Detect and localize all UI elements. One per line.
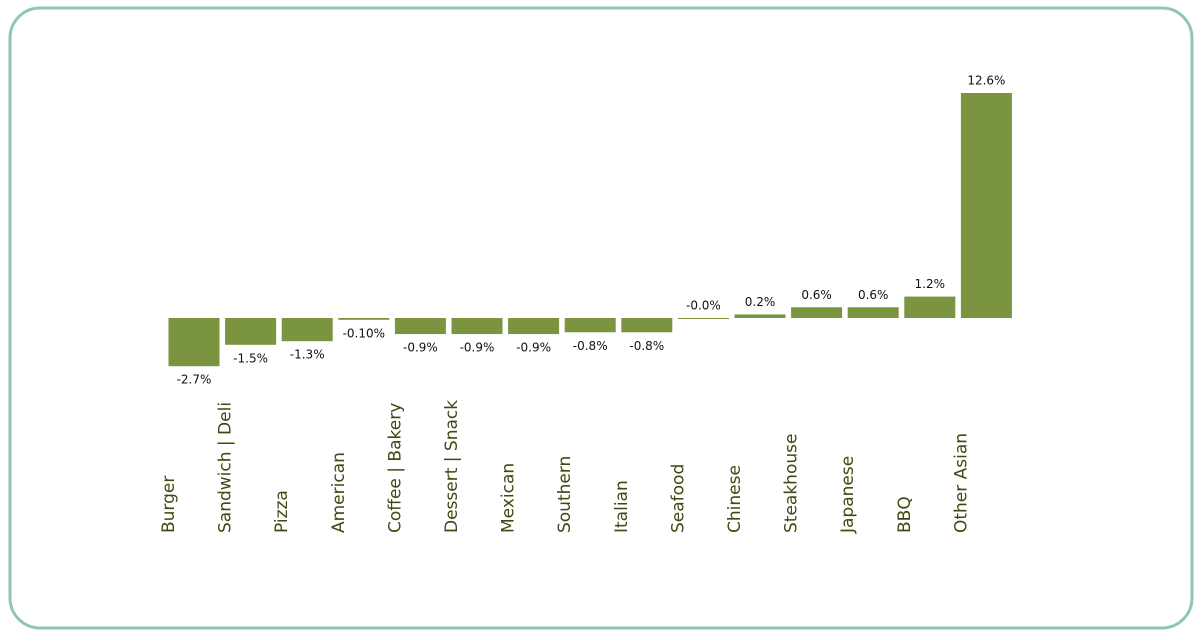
bar	[734, 314, 786, 318]
bar	[791, 307, 843, 318]
bar	[621, 318, 673, 333]
value-label: -0.9%	[516, 341, 551, 355]
value-label: -0.8%	[573, 339, 608, 353]
x-tick-label: Chinese	[725, 465, 745, 533]
x-tick-label: American	[329, 452, 349, 533]
bar	[451, 318, 503, 335]
value-label: 0.6%	[801, 288, 832, 302]
value-label: 0.2%	[745, 295, 776, 309]
x-tick-label: Coffee | Bakery	[385, 403, 405, 533]
value-label: -0.10%	[343, 326, 385, 340]
bar	[281, 318, 333, 342]
x-tick-label: Burger	[159, 476, 179, 533]
value-label: -2.7%	[177, 373, 212, 387]
x-tick-label: Pizza	[272, 490, 292, 533]
x-tick-label: Southern	[555, 456, 575, 533]
x-tick-label: Dessert | Snack	[442, 400, 462, 533]
x-tick-label: Italian	[612, 480, 632, 533]
bar	[677, 318, 729, 319]
value-label: -1.5%	[233, 351, 268, 365]
value-label: 1.2%	[915, 277, 946, 291]
bar	[508, 318, 560, 335]
value-label: 0.6%	[858, 288, 889, 302]
x-tick-label: Steakhouse	[782, 434, 802, 533]
value-label: -0.9%	[403, 341, 438, 355]
bar	[225, 318, 277, 345]
x-tick-label: Japanese	[838, 456, 858, 534]
bar	[394, 318, 446, 335]
value-label: -0.8%	[629, 339, 664, 353]
value-label: -0.9%	[460, 341, 495, 355]
bar	[564, 318, 616, 333]
bar	[904, 296, 956, 318]
value-label: -0.0%	[686, 299, 721, 313]
x-tick-label: Seafood	[668, 464, 688, 533]
value-label: -1.3%	[290, 348, 325, 362]
bar	[338, 318, 390, 320]
bar	[847, 307, 899, 318]
value-label: 12.6%	[967, 74, 1005, 88]
x-tick-label: Other Asian	[951, 433, 971, 533]
x-tick-label: Sandwich | Deli	[216, 402, 236, 533]
bar	[960, 93, 1012, 318]
x-tick-label: BBQ	[895, 496, 915, 533]
bar	[168, 318, 220, 367]
x-tick-label: Mexican	[499, 463, 519, 533]
